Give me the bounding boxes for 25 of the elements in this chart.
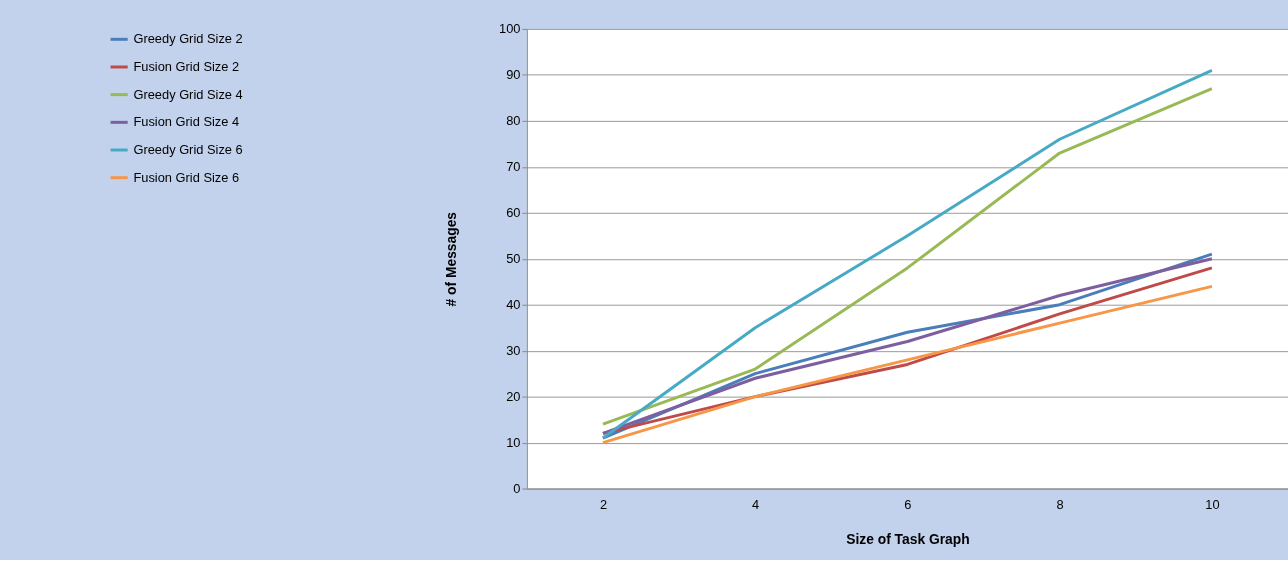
x-tick-label: 8 [1056, 496, 1064, 512]
legend-label: Fusion Grid Size 6 [133, 169, 240, 185]
legend-label: Fusion Grid Size 4 [133, 114, 240, 130]
y-tick-label: 30 [506, 343, 521, 359]
y-tick-label: 100 [499, 21, 521, 37]
y-tick-label: 70 [506, 159, 521, 175]
legend-label: Greedy Grid Size 2 [133, 31, 243, 47]
legend-label: Greedy Grid Size 6 [133, 141, 243, 157]
line-series [601, 284, 1214, 445]
x-tick-label: 6 [904, 496, 912, 512]
y-tick-label: 10 [506, 435, 521, 451]
y-tick-label: 60 [506, 205, 521, 221]
x-tick-label: 2 [599, 496, 608, 512]
y-tick-label: 40 [506, 297, 521, 313]
legend-label: Fusion Grid Size 2 [133, 58, 240, 74]
x-tick-label: 10 [1205, 496, 1220, 512]
y-tick-label: 90 [506, 67, 521, 83]
x-tick-label: 4 [752, 496, 760, 512]
y-tick-label: 50 [506, 251, 521, 267]
y-tick-label: 20 [506, 389, 521, 405]
y-tick-label: 80 [506, 113, 521, 129]
y-tick-label: 0 [513, 481, 521, 497]
x-axis-title: Size of Task Graph [846, 531, 970, 548]
y-axis-title: # of Messages [443, 211, 460, 307]
legend-label: Greedy Grid Size 4 [133, 86, 243, 102]
